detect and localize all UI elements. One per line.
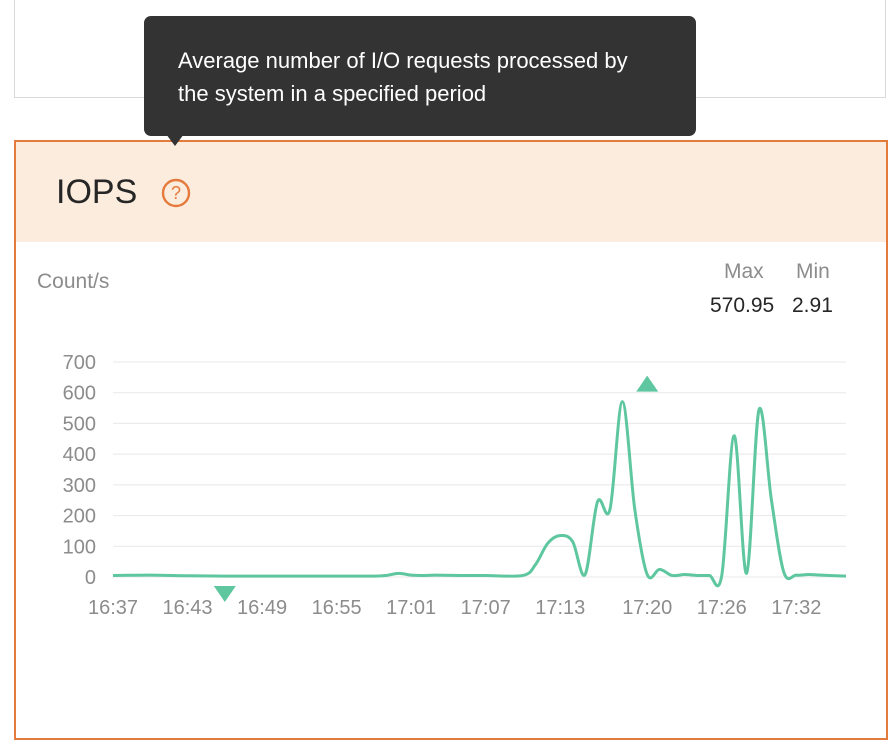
x-tick-label: 17:01 xyxy=(386,597,436,619)
x-tick-label: 17:13 xyxy=(535,597,585,619)
y-tick-label: 700 xyxy=(63,352,96,374)
min-marker-icon xyxy=(213,586,236,602)
x-tick-label: 17:20 xyxy=(622,597,672,619)
y-tick-label: 200 xyxy=(63,506,96,528)
y-tick-label: 600 xyxy=(63,383,96,405)
y-tick-label: 300 xyxy=(63,475,96,497)
min-label: Min xyxy=(796,260,830,283)
y-tick-label: 400 xyxy=(63,444,96,466)
unit-label: Count/s xyxy=(37,270,110,293)
x-tick-label: 17:26 xyxy=(697,597,747,619)
y-tick-label: 500 xyxy=(63,413,96,435)
max-value: 570.95 xyxy=(710,294,775,317)
iops-panel: IOPS ? Count/s Max Min 570.95 2.91 xyxy=(14,140,888,740)
x-tick-label: 16:43 xyxy=(163,597,213,619)
tooltip-arrow xyxy=(166,134,184,146)
y-tick-label: 100 xyxy=(63,536,96,558)
x-tick-label: 16:37 xyxy=(88,597,138,619)
panel-header: IOPS ? xyxy=(16,142,886,242)
max-marker-icon xyxy=(636,375,659,392)
max-label: Max xyxy=(724,260,764,283)
svg-text:?: ? xyxy=(171,183,181,203)
min-value: 2.91 xyxy=(792,294,833,317)
question-circle-icon[interactable]: ? xyxy=(161,178,191,208)
series-line xyxy=(112,400,847,588)
panel-title: IOPS xyxy=(56,173,138,211)
y-tick-label: 0 xyxy=(85,567,96,589)
help-tooltip: Average number of I/O requests processed… xyxy=(144,16,696,136)
x-tick-label: 16:49 xyxy=(237,597,287,619)
x-tick-label: 17:07 xyxy=(461,597,511,619)
x-tick-label: 17:32 xyxy=(771,597,821,619)
x-tick-label: 16:55 xyxy=(312,597,362,619)
